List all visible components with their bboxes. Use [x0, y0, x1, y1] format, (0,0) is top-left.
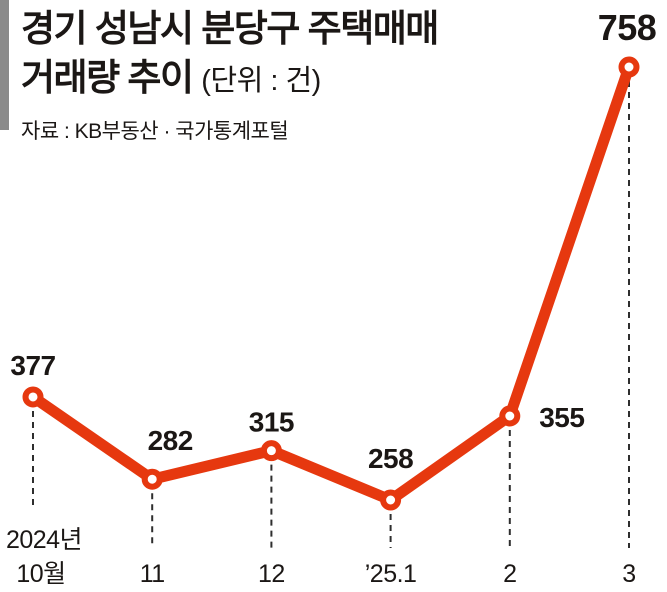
value-label: 315 [249, 407, 294, 438]
x-axis-label: 12 [258, 560, 285, 588]
value-label: 377 [10, 350, 55, 381]
x-axis-label: 3 [622, 560, 635, 588]
data-point-marker [380, 489, 402, 511]
accent-bar [0, 0, 9, 130]
data-point-marker [260, 440, 282, 462]
x-axis-label: 2024년 [6, 526, 82, 554]
value-label: 258 [368, 443, 413, 474]
x-axis-label: 10월 [16, 560, 65, 588]
value-label: 758 [598, 7, 657, 48]
x-axis-label: 11 [140, 560, 165, 588]
x-axis-label: ’25.1 [365, 560, 417, 588]
source-note: 자료 : KB부동산 · 국가통계포털 [21, 120, 289, 143]
trend-line [29, 65, 635, 506]
data-point-marker [618, 56, 640, 78]
x-axis-label: 2 [503, 560, 516, 588]
title-line-1: 경기 성남시 분당구 주택매매 [21, 8, 439, 49]
data-point-marker [141, 468, 163, 490]
value-label: 282 [148, 425, 193, 456]
unit-note: (단위 : 건) [201, 65, 321, 97]
data-point-marker [22, 386, 44, 408]
title-line-2: 거래량 추이 [21, 57, 194, 98]
data-point-marker [499, 405, 521, 427]
value-label: 355 [539, 402, 584, 433]
